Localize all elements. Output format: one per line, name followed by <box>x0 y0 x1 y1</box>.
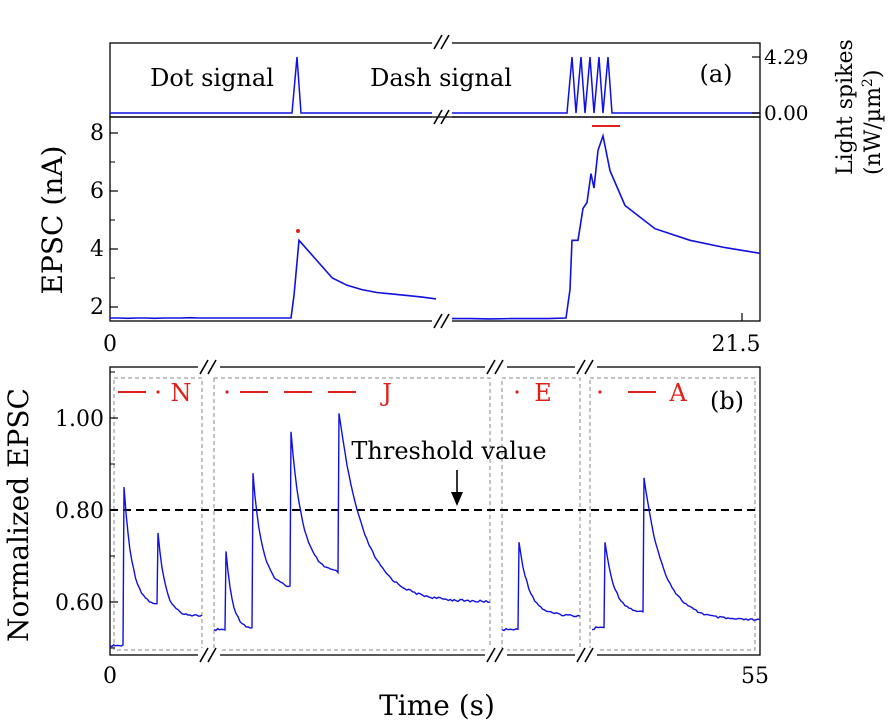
panel-b-y-axis-title: Normalized EPSC <box>2 388 35 642</box>
right-tick-label-bottom: 0.00 <box>764 101 809 125</box>
morse-dot <box>225 390 229 394</box>
panel-a-bottom-frame <box>109 116 761 322</box>
letter-n: N <box>171 379 192 407</box>
axis-break-b2-top <box>486 359 504 375</box>
segment-box-a <box>589 377 756 651</box>
panel-a-x-min-label: 0 <box>103 332 117 357</box>
axis-break-b2-bottom <box>486 647 504 663</box>
dot-signal-label: Dot signal <box>150 64 274 92</box>
right-axis-title-line1: Light spikes <box>833 39 858 175</box>
dot-marker <box>296 229 300 233</box>
axis-break-b3-top <box>576 359 594 375</box>
axis-break-b1-top <box>199 359 217 375</box>
morse-dot <box>598 390 602 394</box>
segment-box-j <box>213 377 491 651</box>
morse-e: E <box>515 379 552 407</box>
panel-b-x-min-label: 0 <box>103 664 117 689</box>
morse-a: A <box>598 379 687 407</box>
right-axis-title-line2: (nW/µm2) <box>860 70 886 175</box>
morse-dot <box>156 390 160 394</box>
panel-a-x-max-label: 21.5 <box>712 332 761 357</box>
axis-break-b3-bottom <box>576 647 594 663</box>
threshold-arrow-head <box>451 492 463 506</box>
panel-a-tag: (a) <box>699 60 732 88</box>
panel-a-bottom: 2 4 6 8 EPSC (nA) 0 21.5 <box>36 116 761 357</box>
letter-e: E <box>534 379 552 407</box>
panel-a-y-axis-title: EPSC (nA) <box>36 146 69 295</box>
a-ytick-label-8: 8 <box>90 121 104 146</box>
axis-break-top-a <box>433 34 450 50</box>
axis-break-b1-bottom <box>199 647 217 663</box>
b-ytick-label-060: 0.60 <box>55 591 104 616</box>
panel-b-tag: (b) <box>710 387 744 415</box>
a-ytick-label-2: 2 <box>90 295 104 320</box>
segment-box-n <box>113 377 203 651</box>
threshold-label: Threshold value <box>351 437 546 465</box>
letter-a: A <box>668 379 687 407</box>
b-ytick-label-100: 1.00 <box>55 407 104 432</box>
epsc-dash-trace <box>451 132 761 320</box>
panel-b: Threshold value N J E A (b) <box>2 359 769 722</box>
panel-a-top: Dot signal Dash signal (a) 4.29 0.00 Lig… <box>109 34 886 175</box>
light-spike-trace <box>110 56 760 114</box>
letter-j: J <box>379 379 392 407</box>
panel-a-y-ticks <box>110 132 118 308</box>
dash-signal-label: Dash signal <box>370 64 512 92</box>
trace-a <box>591 477 761 631</box>
b-ytick-label-080: 0.80 <box>55 499 104 524</box>
epsc-dot-trace <box>110 238 437 320</box>
morse-j: J <box>225 379 392 407</box>
panel-b-x-max-label: 55 <box>741 664 769 689</box>
x-axis-title: Time (s) <box>379 689 495 722</box>
a-ytick-label-6: 6 <box>90 179 104 204</box>
a-ytick-label-4: 4 <box>90 237 104 262</box>
trace-j <box>213 413 490 632</box>
morse-dot <box>515 390 519 394</box>
morse-n: N <box>118 379 192 407</box>
trace-n <box>109 486 203 648</box>
segment-box-e <box>501 377 581 651</box>
trace-e <box>501 542 581 632</box>
right-tick-label-top: 4.29 <box>764 45 809 69</box>
axis-break-bottom-a <box>433 313 450 329</box>
